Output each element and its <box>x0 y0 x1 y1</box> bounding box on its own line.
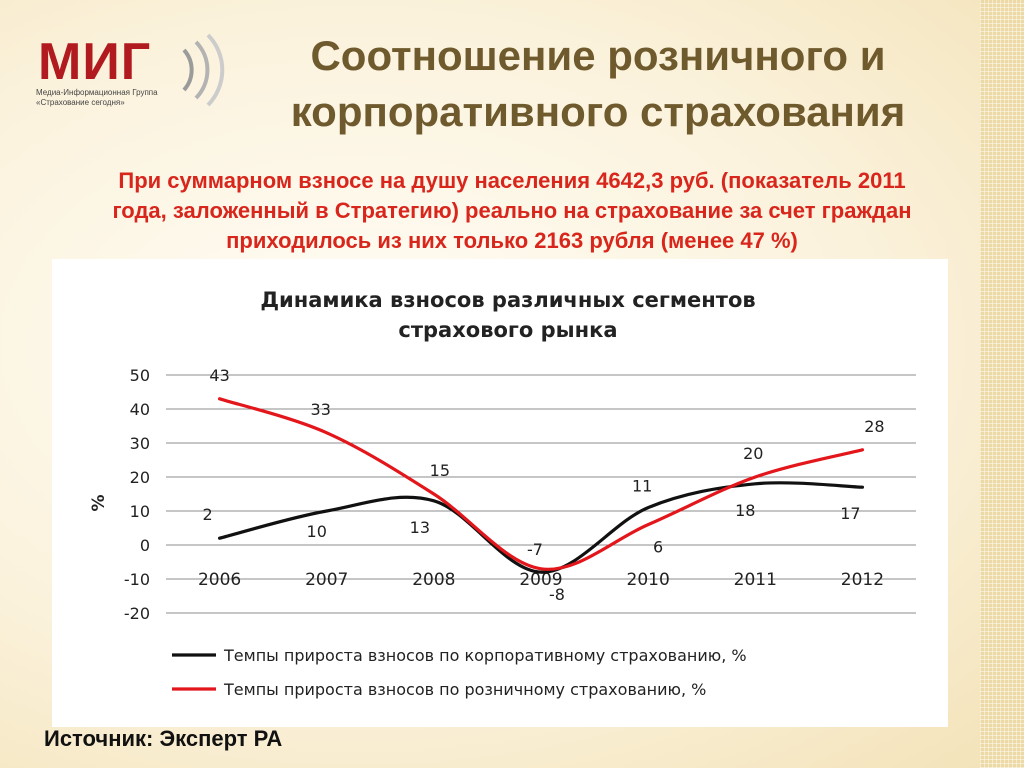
legend-label-corporate: Темпы прироста взносов по корпоративному… <box>223 646 747 665</box>
logo-tagline-1: Медиа-Информационная Группа <box>36 88 158 97</box>
data-label-corporate: 2 <box>202 505 212 524</box>
line-chart: Динамика взносов различных сегментов стр… <box>89 288 916 699</box>
data-label-retail: 15 <box>430 461 450 480</box>
x-tick-label: 2007 <box>305 570 348 590</box>
data-label-retail: 6 <box>653 538 663 557</box>
intro-line-1: При суммарном взносе на душу населения 4… <box>118 168 906 193</box>
page-title-line-2: корпоративного страхования <box>290 88 906 135</box>
y-tick-label: 0 <box>140 536 150 555</box>
logo-tagline-2: «Страхование сегодня» <box>36 98 125 107</box>
data-label-retail: 33 <box>311 400 331 419</box>
legend-label-retail: Темпы прироста взносов по розничному стр… <box>223 680 706 699</box>
y-tick-label: 50 <box>130 366 150 385</box>
data-label-corporate: 17 <box>840 504 860 523</box>
page-title-line-1: Соотношение розничного и <box>310 32 886 79</box>
data-label-retail: 20 <box>743 444 763 463</box>
y-tick-label: 10 <box>130 502 150 521</box>
y-tick-label: -10 <box>124 570 150 589</box>
intro-line-3: приходилось из них только 2163 рубля (ме… <box>226 228 798 253</box>
logo-waves-icon <box>182 33 225 107</box>
series-line-retail <box>217 397 865 571</box>
logo: МИГ Медиа-Информационная Группа «Страхов… <box>34 30 234 115</box>
x-tick-label: 2008 <box>412 570 455 590</box>
data-label-retail: 43 <box>209 366 229 385</box>
x-tick-label: 2006 <box>198 570 241 590</box>
x-tick-label: 2012 <box>841 570 884 590</box>
x-tick-label: 2011 <box>734 570 777 590</box>
data-label-corporate: 18 <box>735 501 755 520</box>
x-tick-label: 2009 <box>519 570 562 590</box>
intro-text: При суммарном взносе на душу населения 4… <box>30 166 994 256</box>
data-label-corporate: 10 <box>307 522 327 541</box>
data-label-retail: -7 <box>527 540 543 559</box>
data-label-corporate: 13 <box>410 518 430 537</box>
source-note: Источник: Эксперт РА <box>44 726 283 751</box>
x-tick-label: 2010 <box>627 570 670 590</box>
data-label-retail: 28 <box>864 417 884 436</box>
series-line-corporate <box>217 481 865 574</box>
y-tick-label: 40 <box>130 400 150 419</box>
data-label-corporate: 11 <box>632 477 652 496</box>
data-label-corporate: -8 <box>549 585 565 604</box>
logo-wordmark: МИГ <box>38 33 152 91</box>
y-tick-label: 20 <box>130 468 150 487</box>
decorative-edge <box>980 0 1024 768</box>
y-tick-label: 30 <box>130 434 150 453</box>
y-axis-label: % <box>89 494 109 511</box>
page-title: Соотношение розничного и корпоративного … <box>238 28 958 140</box>
chart-title-line-1: Динамика взносов различных сегментов <box>260 288 755 312</box>
chart-title-line-2: страхового рынка <box>398 318 617 342</box>
chart-panel: Динамика взносов различных сегментов стр… <box>52 259 948 727</box>
intro-line-2: года, заложенный в Стратегию) реально на… <box>112 198 912 223</box>
y-tick-label: -20 <box>124 604 150 623</box>
